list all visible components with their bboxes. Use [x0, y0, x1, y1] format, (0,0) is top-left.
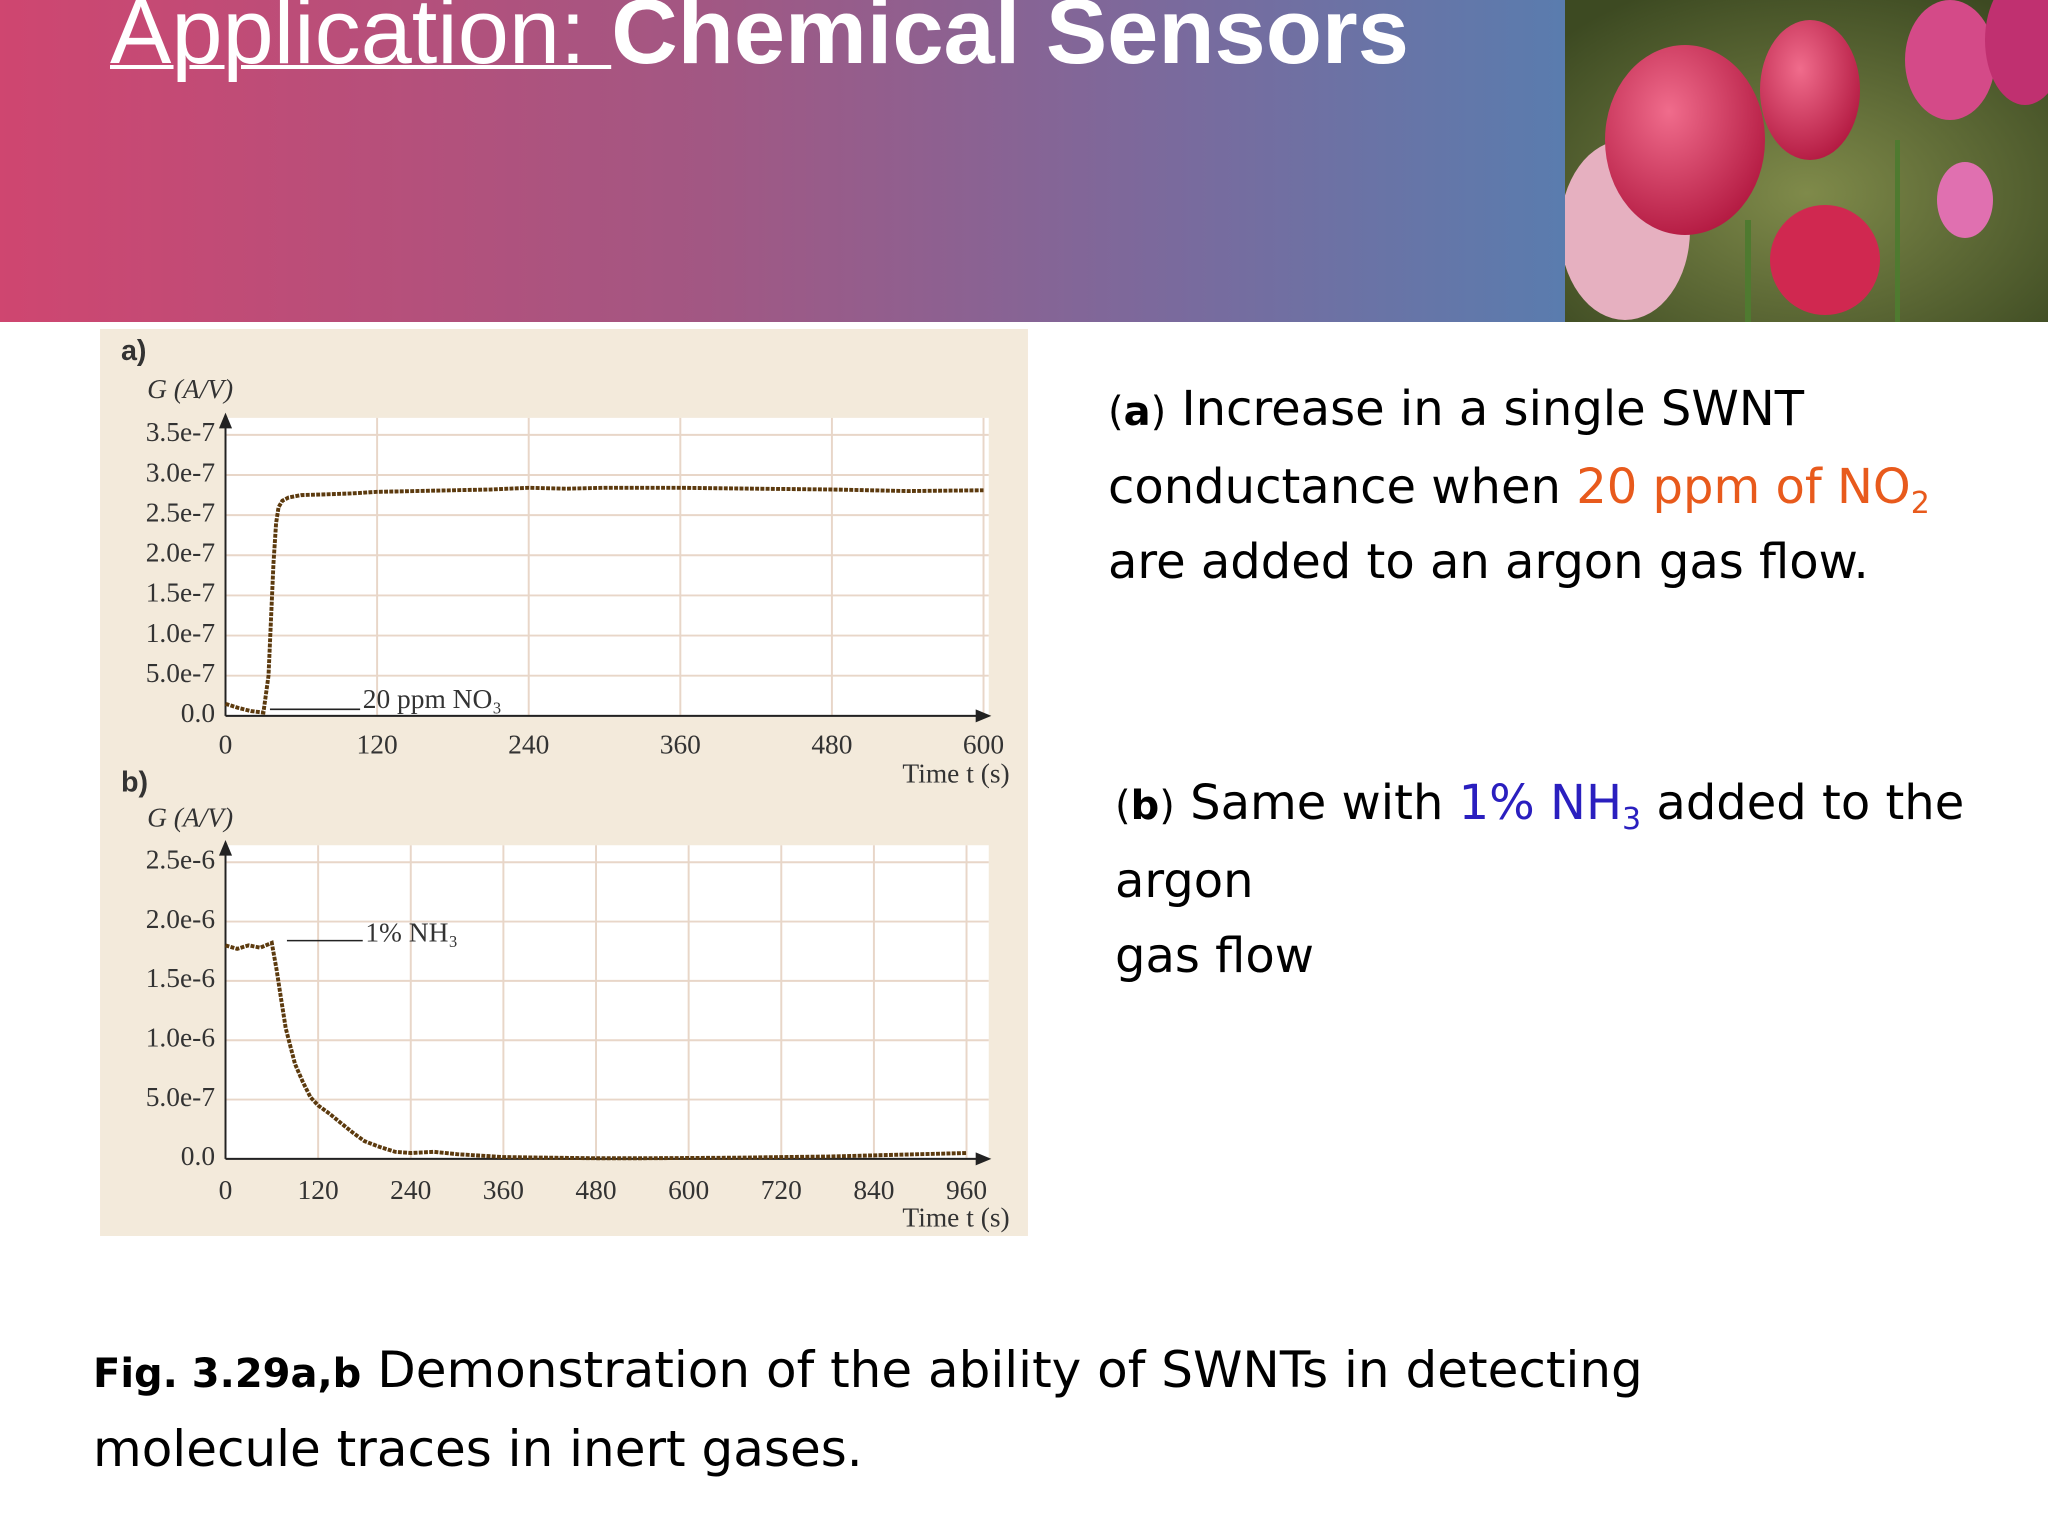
y-tick-label: 5.0e-7	[146, 658, 215, 688]
letter: b	[1130, 783, 1160, 829]
x-tick-label: 120	[298, 1175, 339, 1205]
text: argon	[1115, 853, 1254, 909]
slide-title: Application: Chemical Sensors	[110, 0, 1409, 86]
y-tick-label: 2.0e-7	[146, 538, 215, 568]
annotation: 20 ppm NO₃	[363, 684, 502, 714]
paren: )	[1150, 389, 1167, 435]
header-banner: Application: Chemical Sensors	[0, 0, 1565, 322]
annotation: 1% NH₃	[365, 918, 458, 948]
x-tick-label: 360	[483, 1175, 524, 1205]
y-tick-label: 2.5e-7	[146, 497, 215, 527]
highlight-text: 20 ppm of NO	[1576, 459, 1911, 515]
panel-label: a)	[121, 335, 147, 367]
x-tick-label: 120	[357, 730, 398, 760]
y-tick-label: 1.0e-7	[146, 618, 215, 648]
y-axis-label: G (A/V)	[147, 803, 233, 833]
y-tick-label: 5.0e-7	[146, 1082, 215, 1112]
highlight-text: 1% NH	[1458, 775, 1623, 831]
y-tick-label: 0.0	[181, 698, 215, 728]
x-tick-label: 480	[811, 730, 852, 760]
x-tick-label: 240	[508, 730, 549, 760]
y-tick-label: 2.0e-6	[146, 904, 215, 934]
x-tick-label: 360	[660, 730, 701, 760]
data-line	[224, 485, 984, 715]
chart-figure: a)G (A/V)0.05.0e-71.0e-71.5e-72.0e-72.5e…	[100, 329, 1028, 1236]
y-tick-label: 1.0e-6	[146, 1023, 215, 1053]
plot-area	[225, 417, 989, 716]
text: Same with	[1174, 775, 1459, 831]
x-tick-label: 0	[219, 1175, 233, 1205]
x-axis-label: Time t (s)	[902, 1203, 1009, 1233]
y-tick-label: 1.5e-6	[146, 963, 215, 993]
paren: )	[1159, 783, 1175, 829]
x-tick-label: 840	[853, 1175, 894, 1205]
caption-text: Demonstration of the ability of SWNTs in…	[93, 1341, 1643, 1478]
paren: (	[1108, 389, 1124, 435]
x-axis-arrow	[975, 1152, 992, 1166]
subscript: 2	[1910, 486, 1930, 521]
highlight: 20 ppm of NO2	[1576, 459, 1930, 519]
x-tick-label: 720	[761, 1175, 802, 1205]
data-line	[224, 940, 967, 1161]
label: (b)	[1115, 783, 1175, 829]
label: (a)	[1108, 389, 1166, 435]
y-axis-label: G (A/V)	[147, 374, 233, 404]
text: added to the	[1641, 775, 1965, 831]
y-tick-label: 3.5e-7	[146, 417, 215, 447]
title-part: Application:	[110, 0, 612, 83]
title-part: Chemical Sensors	[611, 0, 1409, 83]
y-tick-label: 0.0	[181, 1141, 215, 1171]
y-tick-label: 1.5e-7	[146, 578, 215, 608]
letter: a	[1123, 389, 1151, 435]
x-tick-label: 960	[946, 1175, 987, 1205]
panel-b-description: (b) Same with 1% NH3 added to the argon ga…	[1115, 766, 2015, 994]
text: gas flow	[1115, 928, 1315, 984]
x-axis-arrow	[975, 709, 992, 723]
y-tick-label: 2.5e-6	[146, 845, 215, 875]
text: Increase in a single SWNT conductance wh…	[1108, 381, 1805, 515]
figure-caption: Fig. 3.29a,b Demonstration of the abilit…	[93, 1333, 1793, 1487]
x-tick-label: 600	[668, 1175, 709, 1205]
x-tick-label: 600	[963, 730, 1004, 760]
panel-label: b)	[121, 766, 148, 798]
y-tick-label: 3.0e-7	[146, 457, 215, 487]
highlight: 1% NH3	[1458, 775, 1642, 835]
x-tick-label: 240	[390, 1175, 431, 1205]
panel-a-description: (a) Increase in a single SWNT conductanc…	[1108, 372, 1988, 600]
y-axis-arrow	[218, 840, 233, 856]
y-axis-arrow	[218, 412, 233, 429]
plot-area	[225, 845, 989, 1159]
caption-label: Fig. 3.29a,b	[93, 1351, 362, 1397]
x-tick-label: 0	[219, 730, 233, 760]
paren: (	[1115, 783, 1131, 829]
tulip-photo	[1565, 0, 2048, 322]
subscript: 3	[1622, 802, 1642, 837]
x-tick-label: 480	[575, 1175, 616, 1205]
x-axis-label: Time t (s)	[902, 758, 1009, 788]
text: are added to an argon gas flow.	[1108, 534, 1869, 590]
